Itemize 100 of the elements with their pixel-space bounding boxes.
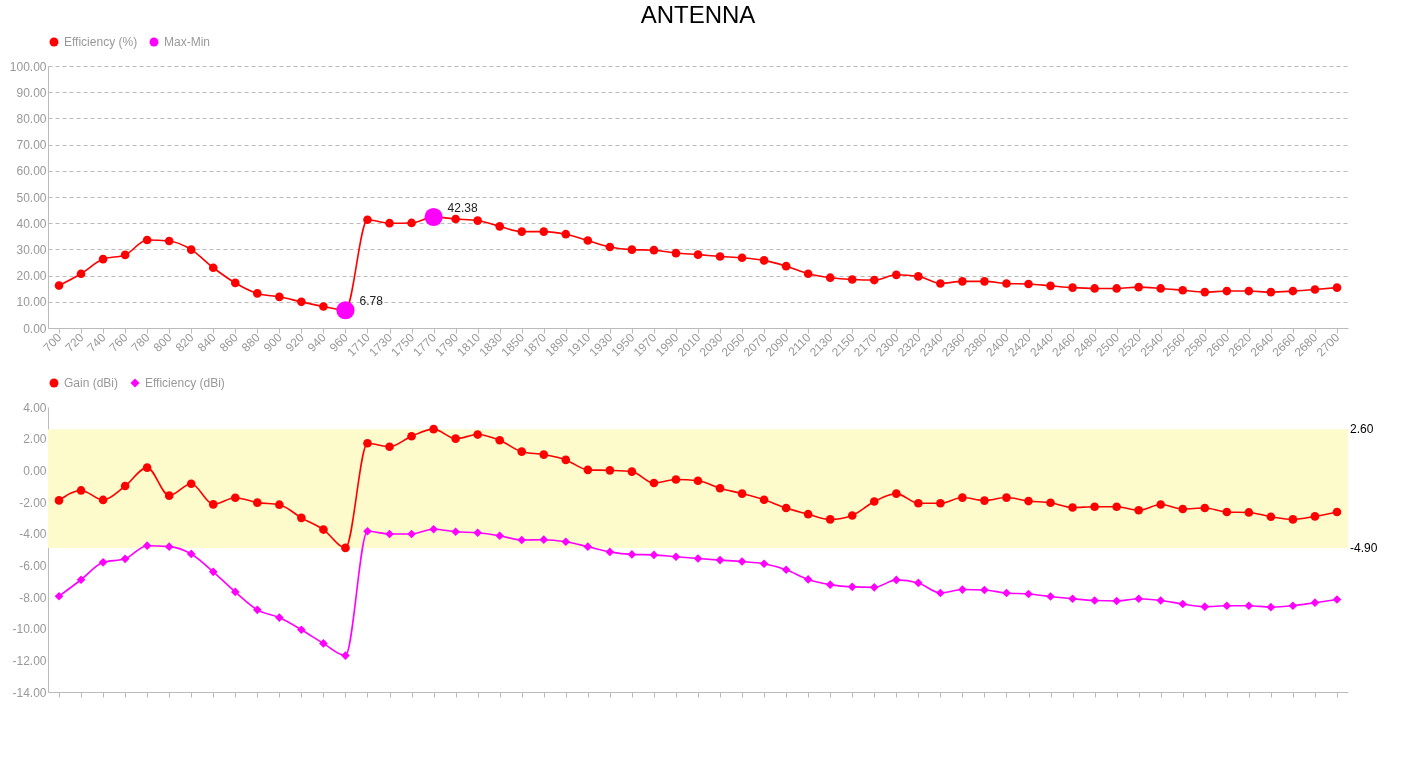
point: [76, 486, 86, 495]
y-tick-label: 20.00: [16, 269, 47, 284]
y-tick-label: 0.00: [23, 463, 47, 478]
point: [1156, 284, 1166, 293]
point: [451, 527, 460, 537]
point: [825, 515, 835, 524]
point: [847, 511, 857, 520]
point: [1266, 512, 1276, 522]
point: [583, 542, 593, 551]
point: [297, 513, 306, 523]
x-tick-label: 860: [216, 330, 241, 355]
legend-label: Max-Min: [164, 35, 211, 49]
point: [186, 245, 196, 254]
y-tick-label: -12.00: [12, 653, 47, 668]
point: [759, 559, 769, 569]
y-tick-label: 70.00: [16, 138, 47, 153]
point: [142, 541, 152, 551]
point: [1134, 594, 1144, 604]
point: [424, 207, 443, 227]
point: [936, 279, 945, 288]
point: [1112, 284, 1121, 293]
point: [1266, 602, 1276, 612]
x-tick-label: 740: [84, 330, 109, 355]
point: [473, 528, 482, 538]
point: [1090, 284, 1099, 293]
point: [1156, 500, 1166, 509]
x-tick-label: 840: [194, 330, 219, 355]
point: [142, 463, 152, 472]
y-tick-label: 60.00: [16, 164, 47, 179]
point: [1244, 286, 1254, 296]
point: [803, 269, 813, 279]
point: [252, 289, 262, 298]
point: [517, 447, 527, 456]
point: [671, 248, 681, 258]
legend-label: Efficiency (%): [64, 35, 138, 49]
point: [605, 242, 615, 252]
point: [1222, 286, 1232, 296]
point: [583, 236, 593, 245]
point: [869, 583, 879, 592]
point: [891, 270, 901, 280]
legend-label: Gain (dBi): [64, 376, 119, 390]
point: [803, 509, 813, 519]
point: [605, 547, 615, 557]
y-tick-label: -14.00: [12, 685, 47, 700]
point: [451, 214, 460, 224]
point: [561, 229, 571, 239]
point: [1156, 596, 1166, 605]
point: [1200, 287, 1210, 297]
point: [451, 434, 460, 443]
y-tick-label: 4.00: [23, 400, 47, 415]
point: [319, 302, 328, 311]
point: [517, 535, 527, 545]
point: [495, 531, 505, 541]
y-tick-label: 90.00: [16, 85, 47, 100]
point: [429, 524, 438, 534]
point: [275, 292, 284, 302]
y-tick-label: 80.00: [16, 111, 47, 126]
point: [54, 591, 64, 601]
point: [914, 272, 923, 281]
point: [473, 430, 482, 439]
point: [825, 580, 835, 589]
point: [252, 498, 262, 507]
x-tick-label: 760: [106, 330, 131, 355]
data-label: 6.78: [359, 294, 384, 309]
point: [715, 555, 725, 565]
point: [76, 269, 86, 279]
point: [891, 489, 901, 498]
data-label: 42.38: [447, 200, 478, 215]
point: [891, 575, 901, 585]
point: [230, 278, 240, 288]
y-tick-label: -6.00: [19, 558, 47, 573]
point: [958, 585, 967, 594]
point: [737, 253, 747, 263]
point: [958, 277, 967, 286]
point: [76, 575, 86, 585]
point: [649, 245, 659, 255]
point: [627, 245, 637, 254]
point: [737, 489, 747, 498]
point: [385, 442, 394, 452]
point: [495, 222, 505, 231]
y-tick-label: -2.00: [19, 495, 47, 510]
y-tick-label: -10.00: [12, 622, 47, 637]
y-tick-label: 50.00: [16, 190, 47, 205]
point: [363, 438, 372, 448]
point: [1024, 496, 1033, 506]
point: [980, 277, 989, 286]
point: [1068, 283, 1077, 292]
legend-label: Efficiency (dBi): [145, 376, 225, 390]
point: [98, 495, 108, 505]
point: [847, 275, 857, 284]
point: [1134, 282, 1144, 292]
point: [1310, 598, 1320, 608]
x-tick-label: 820: [172, 330, 197, 355]
point: [1178, 599, 1188, 609]
point: [164, 542, 174, 551]
point: [980, 496, 989, 505]
point: [958, 493, 967, 502]
point: [583, 465, 593, 475]
point: [914, 578, 923, 588]
text: -4.90: [1350, 540, 1378, 555]
